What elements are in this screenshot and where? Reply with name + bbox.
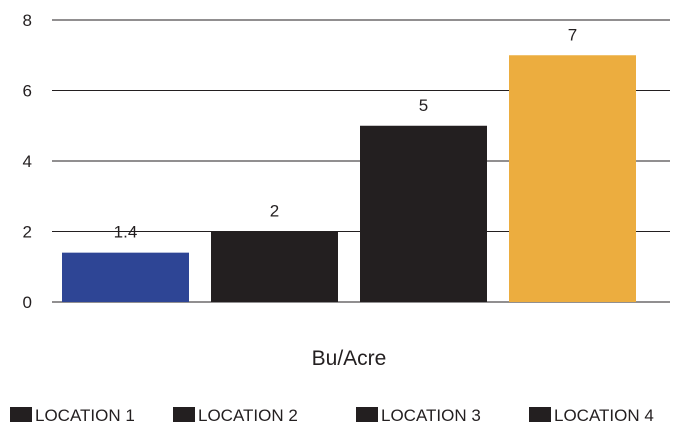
data-label: 5 bbox=[419, 96, 428, 115]
bar-4 bbox=[509, 55, 636, 302]
y-tick-label: 4 bbox=[23, 152, 32, 171]
legend: LOCATION 1 LOCATION 2 LOCATION 3 LOCATION 4 bbox=[10, 406, 654, 425]
legend-swatch bbox=[529, 407, 551, 422]
legend-label: LOCATION 3 bbox=[381, 406, 481, 425]
legend-swatch bbox=[173, 407, 195, 422]
y-tick-label: 0 bbox=[23, 293, 32, 312]
legend-swatch bbox=[10, 407, 32, 422]
x-axis-label: Bu/Acre bbox=[312, 347, 387, 370]
legend-label: LOCATION 2 bbox=[198, 406, 298, 425]
bar-3 bbox=[360, 125, 487, 302]
bar-2 bbox=[211, 231, 338, 302]
legend-label: LOCATION 1 bbox=[35, 406, 135, 425]
legend-swatch bbox=[356, 407, 378, 422]
data-label: 7 bbox=[568, 25, 577, 44]
legend-label: LOCATION 4 bbox=[554, 406, 654, 425]
data-label: 2 bbox=[270, 202, 279, 221]
y-tick-label: 8 bbox=[23, 11, 32, 30]
y-tick-label: 2 bbox=[23, 223, 32, 242]
bars bbox=[62, 55, 636, 302]
data-labels: 1.4 2 5 7 bbox=[114, 25, 578, 241]
data-label: 1.4 bbox=[114, 223, 138, 242]
y-axis-ticks: 0 2 4 6 8 bbox=[23, 11, 32, 312]
y-tick-label: 6 bbox=[23, 82, 32, 101]
bar-1 bbox=[62, 252, 189, 302]
